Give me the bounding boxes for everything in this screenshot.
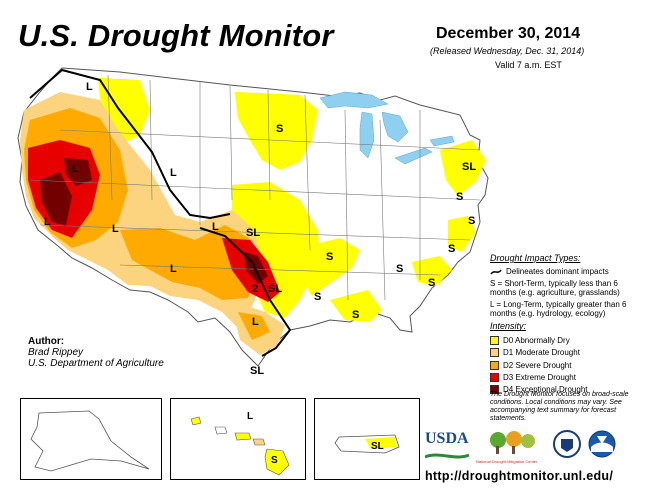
label-s-kentucky: S <box>396 263 403 275</box>
author-org: U.S. Department of Agriculture <box>28 358 164 369</box>
doc-seal-icon <box>553 430 581 458</box>
lake-ontario <box>429 135 455 147</box>
author-block: Author: Brad Rippey U.S. Department of A… <box>28 336 164 369</box>
map-date: December 30, 2014 <box>436 25 581 42</box>
d0-southeast <box>300 238 360 296</box>
hawaii-map: L S <box>190 411 290 476</box>
label-sl-kansas: SL <box>246 227 260 239</box>
label-sl-texas-south: SL <box>250 365 264 377</box>
d2-texas-south <box>238 312 270 340</box>
impact-line-west <box>29 68 231 220</box>
label-s-arkansas: S <box>326 251 333 263</box>
label-l-nevada: L <box>112 223 119 235</box>
d0-upper-midwest <box>235 92 318 170</box>
label-s-hawaii: S <box>271 455 278 466</box>
lake-superior <box>319 91 389 109</box>
legend-d3-label: D3 Extreme Drought <box>503 372 576 382</box>
label-l-oregon: L <box>72 163 79 175</box>
drought-monitor-url[interactable]: http://droughtmonitor.unl.edu/ <box>425 469 614 483</box>
label-sl-newengland: SL <box>462 161 476 173</box>
alaska-map <box>30 410 150 472</box>
valid-time: Valid 7 a.m. EST <box>495 60 562 70</box>
legend-d1: D1 Moderate Drought <box>490 348 655 358</box>
alaska-inset <box>20 398 162 480</box>
label-s-minnesota: S <box>276 123 283 135</box>
release-date: (Released Wednesday, Dec. 31, 2014) <box>430 46 585 56</box>
legend-d1-label: D1 Moderate Drought <box>503 348 580 358</box>
label-l-colorado: L <box>212 221 219 233</box>
state-borders <box>29 74 481 301</box>
intensity-title: Intensity: <box>490 321 527 332</box>
lake-michigan <box>359 111 375 159</box>
lake-huron <box>381 111 409 143</box>
d0-carolinas <box>412 256 452 286</box>
swatch-d1 <box>490 348 499 358</box>
map-title: U.S. Drought Monitor <box>18 18 334 53</box>
label-l-texas: L <box>252 316 259 328</box>
usda-logo: USDA <box>424 430 470 460</box>
d0-northeast <box>440 140 486 196</box>
legend-d3: D3 Extreme Drought <box>490 372 655 382</box>
label-sl-oklahoma: SL <box>268 283 282 295</box>
impact-line-plains <box>199 227 292 357</box>
ndmc-logo-text: National Drought Mitigation Center <box>476 459 538 464</box>
legend-d4: D4 Exceptional Drought <box>490 385 655 395</box>
legend-d0-label: D0 Abnormally Dry <box>503 335 570 345</box>
impact-labels: L L L L L L L L S S S S S S S S S SL SL … <box>44 81 476 377</box>
hawaii-inset: L S <box>170 398 306 480</box>
d4-california <box>40 172 72 226</box>
d4-nevada <box>64 158 92 186</box>
noaa-logo-icon <box>588 430 616 458</box>
short-term-legend: S = Short-Term, typically less than 6 mo… <box>490 279 620 298</box>
label-s-mississippi: S <box>352 309 359 321</box>
impact-line-icon <box>490 269 502 275</box>
label-s-virginia: S <box>448 243 455 255</box>
d0-northwest <box>98 78 150 145</box>
swatch-d4 <box>490 385 499 395</box>
impact-line-text: Delineates dominant impacts <box>506 267 609 277</box>
label-l-hawaii: L <box>247 411 253 422</box>
label-l-arizona: L <box>170 263 177 275</box>
impact-lines <box>29 68 292 357</box>
swatch-d0 <box>490 335 499 345</box>
usda-logo-text: USDA <box>425 430 469 447</box>
ndmc-logo: National Drought Mitigation Center <box>476 430 546 464</box>
impact-types-title: Drought Impact Types: <box>490 253 581 263</box>
legend: Drought Impact Types: Delineates dominan… <box>490 253 655 397</box>
ndmc-tree-icon <box>490 431 535 454</box>
impact-line-legend: Delineates dominant impacts <box>490 267 655 276</box>
disclaimer-note: The Drought Monitor focuses on broad-sca… <box>490 391 629 422</box>
label-s-georgia: S <box>468 215 475 227</box>
label-l-california: L <box>44 216 51 228</box>
long-term-legend: L = Long-Term, typically greater than 6 … <box>490 300 627 319</box>
puerto-rico-map: SL <box>334 434 400 454</box>
author-name: Brad Rippey <box>28 347 84 358</box>
legend-d2-label: D2 Severe Drought <box>503 360 572 370</box>
swatch-d2 <box>490 360 499 370</box>
legend-d2: D2 Severe Drought <box>490 360 655 370</box>
legend-d4-label: D4 Exceptional Drought <box>503 385 588 395</box>
label-l-idaho: L <box>170 167 177 179</box>
legend-d0: D0 Abnormally Dry <box>490 335 655 345</box>
usda-swoosh-icon <box>424 453 470 459</box>
d0-gulf <box>330 290 382 322</box>
d0-mid-atlantic <box>448 216 476 252</box>
label-l-washington: L <box>86 81 93 93</box>
label-s-pennsylvania: S <box>456 191 463 203</box>
author-heading: Author: <box>28 336 65 347</box>
label-sl-puerto-rico: SL <box>371 441 384 452</box>
puerto-rico-inset: SL <box>314 398 420 480</box>
swatch-d3 <box>490 372 499 382</box>
label-z-texas: 2 <box>252 283 258 295</box>
lake-erie <box>394 147 433 165</box>
label-s-louisiana: S <box>314 291 321 303</box>
label-s-carolina: S <box>428 277 435 289</box>
